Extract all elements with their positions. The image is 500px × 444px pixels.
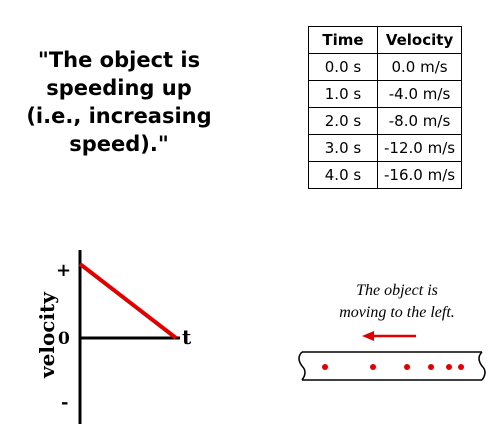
table-row: 4.0 s -16.0 m/s — [308, 161, 463, 189]
tape-dot — [370, 364, 376, 370]
caption-line-2: moving to the left. — [339, 304, 455, 321]
tape-dot — [458, 364, 464, 370]
cell-velocity: 0.0 m/s — [376, 53, 463, 81]
cell-time: 3.0 s — [308, 134, 378, 162]
cell-time: 4.0 s — [308, 161, 378, 189]
tape-dot — [428, 364, 434, 370]
velocity-line — [78, 262, 178, 340]
cell-time: 2.0 s — [308, 107, 378, 135]
left-arrow-icon — [362, 331, 416, 341]
plus-label: + — [56, 260, 71, 281]
cell-velocity: -4.0 m/s — [376, 80, 463, 108]
cell-velocity: -16.0 m/s — [376, 161, 463, 189]
table-row: 2.0 s -8.0 m/s — [308, 107, 463, 135]
tape-right-tear — [478, 351, 486, 381]
tape-dot — [322, 364, 328, 370]
velocity-time-graph: + 0 - t velocity — [28, 244, 208, 439]
velocity-axis-label: velocity — [35, 291, 59, 379]
header-velocity: Velocity — [376, 26, 463, 54]
minus-label: - — [61, 392, 68, 413]
motion-caption: The object is moving to the left. — [312, 280, 482, 324]
header-time: Time — [308, 26, 378, 54]
table-row: 0.0 s 0.0 m/s — [308, 53, 463, 81]
zero-label: 0 — [58, 329, 70, 349]
tape-left-tear — [298, 351, 306, 381]
table-header-row: Time Velocity — [308, 26, 463, 54]
quote-line-1: "The object is — [37, 48, 201, 72]
tape-dot — [404, 364, 410, 370]
cell-time: 1.0 s — [308, 80, 378, 108]
cell-velocity: -8.0 m/s — [376, 107, 463, 135]
ticker-tape-strip — [292, 328, 492, 393]
tape-dot — [446, 364, 452, 370]
quote-line-2: speeding up — [46, 76, 192, 100]
table-row: 1.0 s -4.0 m/s — [308, 80, 463, 108]
quote-line-4: speed)." — [69, 132, 169, 156]
caption-line-1: The object is — [356, 282, 438, 299]
cell-time: 0.0 s — [308, 53, 378, 81]
cell-velocity: -12.0 m/s — [376, 134, 463, 162]
table-row: 3.0 s -12.0 m/s — [308, 134, 463, 162]
quote-line-3: (i.e., increasing — [26, 104, 212, 128]
statement-quote: "The object is speeding up (i.e., increa… — [14, 46, 224, 158]
time-velocity-table: Time Velocity 0.0 s 0.0 m/s 1.0 s -4.0 m… — [308, 26, 463, 189]
t-axis-label: t — [182, 325, 192, 349]
